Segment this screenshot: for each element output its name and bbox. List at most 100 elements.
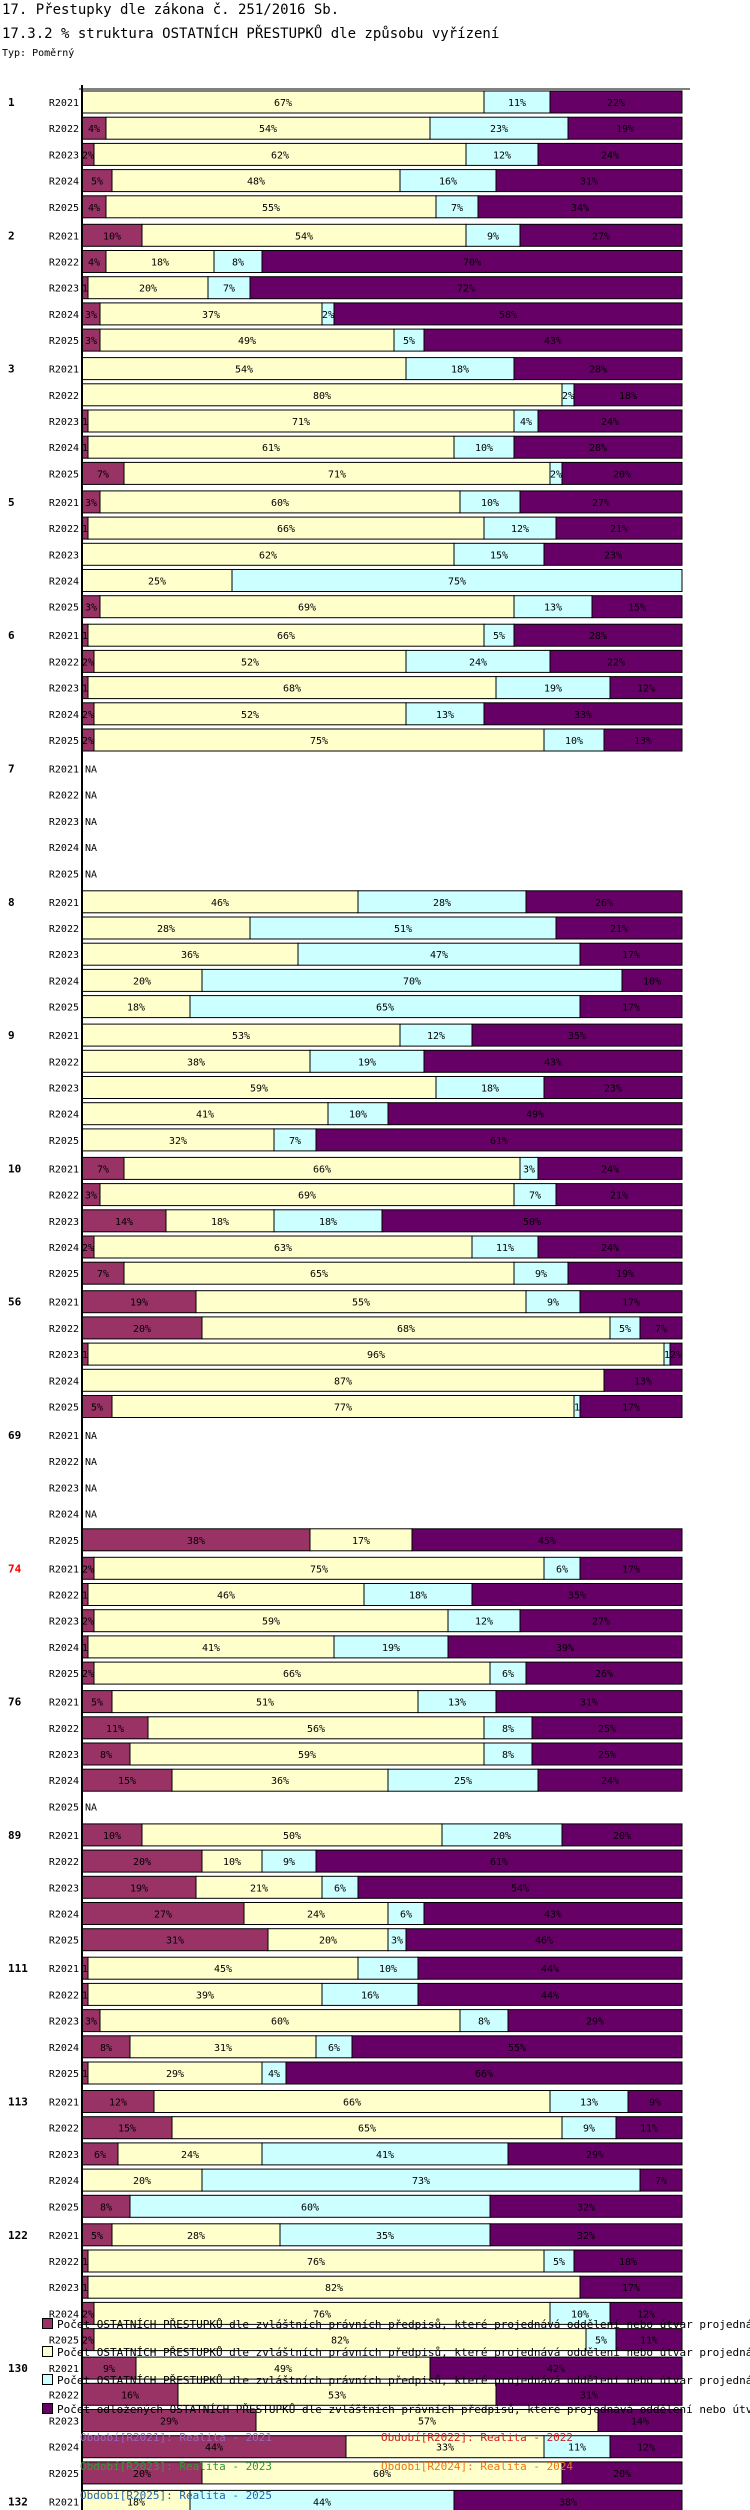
group-label: 8 <box>8 896 15 909</box>
bar-value-label: 2% <box>82 1243 94 1254</box>
legend-item: Počet OSTATNÍCH PŘESTUPKŮ dle zvláštních… <box>42 2318 750 2331</box>
bar-value-label: 8% <box>478 2017 490 2028</box>
bar-value-label: 2% <box>82 1669 94 1680</box>
bar-segment <box>519 1609 683 1633</box>
bar-segment <box>261 250 683 273</box>
legend-label: Počet odložených OSTATNÍCH PŘESTUPKŮ dle… <box>57 2403 750 2416</box>
bar-value-label: 37% <box>202 310 220 321</box>
bar-segment <box>555 516 683 540</box>
bar-value-label: 44% <box>541 1964 559 1975</box>
bar-value-label: 49% <box>274 2364 292 2375</box>
bar-value-label: 18% <box>451 365 469 376</box>
bar-value-label: 69% <box>298 603 316 614</box>
bar-value-label: 62% <box>271 150 289 161</box>
period-label: R2025 <box>49 469 79 480</box>
bar-value-label: 62% <box>259 550 277 561</box>
bar-value-label: 5% <box>91 1698 103 1709</box>
period-label: R2024 <box>49 1643 79 1654</box>
bar-value-label: 23% <box>490 124 508 135</box>
group-label: 6 <box>8 629 15 642</box>
bar-segment <box>537 1235 683 1259</box>
bar-segment <box>495 2382 683 2406</box>
period-label: R2023 <box>49 2150 79 2161</box>
bar-value-label: 28% <box>433 898 451 909</box>
legend-label: Počet OSTATNÍCH PŘESTUPKŮ dle zvláštních… <box>57 2346 750 2359</box>
bar-value-label: 8% <box>502 1724 514 1735</box>
bar-value-label: 18% <box>127 1003 145 1014</box>
bar-value-label: 28% <box>589 443 607 454</box>
bar-value-label: 13% <box>448 1698 466 1709</box>
bar-value-label: 1 <box>82 524 88 535</box>
bar-value-label: 10% <box>481 498 499 509</box>
period-legend-r2025: Období[R2025]: Realita - 2025 <box>80 2489 273 2502</box>
bar-segment <box>525 1661 683 1685</box>
bar-value-label: 59% <box>250 1084 268 1095</box>
bar-value-label: 3% <box>85 336 97 347</box>
na-label: NA <box>85 869 97 880</box>
bar-value-label: 54% <box>259 124 277 135</box>
period-label: R2024 <box>49 2176 79 2187</box>
period-label: R2024 <box>49 1776 79 1787</box>
bar-value-label: 55% <box>508 2043 526 2054</box>
bar-value-label: 55% <box>352 1298 370 1309</box>
bar-segment <box>411 1528 683 1552</box>
bar-value-label: 27% <box>592 231 610 242</box>
bar-segment <box>621 968 683 992</box>
bar-segment <box>639 1316 683 1340</box>
bar-value-label: 18% <box>481 1084 499 1095</box>
bar-value-label: 21% <box>610 1191 628 1202</box>
bar-value-label: 2% <box>82 2336 94 2347</box>
bar-value-label: 10% <box>103 231 121 242</box>
period-label: R2022 <box>49 391 79 402</box>
period-label: R2022 <box>49 2390 79 2401</box>
group-label: 2 <box>8 229 15 242</box>
period-label: R2021 <box>49 365 79 376</box>
bar-segment <box>249 276 683 300</box>
bar-segment <box>423 328 683 352</box>
bar-value-label: 15% <box>118 1776 136 1787</box>
bar-value-label: 29% <box>586 2150 604 2161</box>
bar-value-label: 11% <box>640 2124 658 2135</box>
legend-label: Počet OSTATNÍCH PŘESTUPKŮ dle zvláštních… <box>57 2318 750 2331</box>
bar-segment <box>489 2194 683 2218</box>
bar-segment <box>549 90 683 114</box>
bar-value-label: 2% <box>550 469 562 480</box>
bar-value-label: 24% <box>601 1243 619 1254</box>
bar-value-label: 1 <box>82 417 88 428</box>
bar-value-label: 1 <box>82 284 88 295</box>
bar-value-label: 2% <box>670 1350 682 1361</box>
bar-value-label: 1 <box>82 631 88 642</box>
bar-segment <box>561 461 683 485</box>
period-label: R2023 <box>49 2283 79 2294</box>
bar-value-label: 5% <box>403 336 415 347</box>
bar-value-label: 20% <box>493 1831 511 1842</box>
period-label: R2021 <box>49 1831 79 1842</box>
legend-swatch <box>42 2346 53 2357</box>
bar-value-label: 20% <box>613 469 631 480</box>
bar-value-label: 31% <box>580 1698 598 1709</box>
bar-value-label: 9% <box>103 2364 115 2375</box>
bar-value-label: 7% <box>97 469 109 480</box>
bar-value-label: 65% <box>310 1269 328 1280</box>
bar-segment <box>555 916 683 940</box>
bar-value-label: 8% <box>232 258 244 269</box>
bar-value-label: 3% <box>85 603 97 614</box>
bar-value-label: 27% <box>592 498 610 509</box>
legend-swatch <box>42 2318 53 2329</box>
bar-value-label: 18% <box>619 391 637 402</box>
bar-segment <box>603 1368 683 1392</box>
bar-value-label: 11% <box>640 2336 658 2347</box>
bar-value-label: 6% <box>334 1883 346 1894</box>
bar-value-label: 41% <box>196 1110 214 1121</box>
bar-value-label: 14% <box>115 1217 133 1228</box>
period-label: R2021 <box>49 1164 79 1175</box>
period-label: R2021 <box>49 498 79 509</box>
bar-value-label: 46% <box>535 1936 553 1947</box>
period-label: R2022 <box>49 1324 79 1335</box>
bar-value-label: 43% <box>544 336 562 347</box>
bar-segment <box>489 2223 683 2247</box>
period-label: R2022 <box>49 1990 79 2001</box>
bar-value-label: 24% <box>601 1164 619 1175</box>
bar-value-label: 2% <box>82 710 94 721</box>
